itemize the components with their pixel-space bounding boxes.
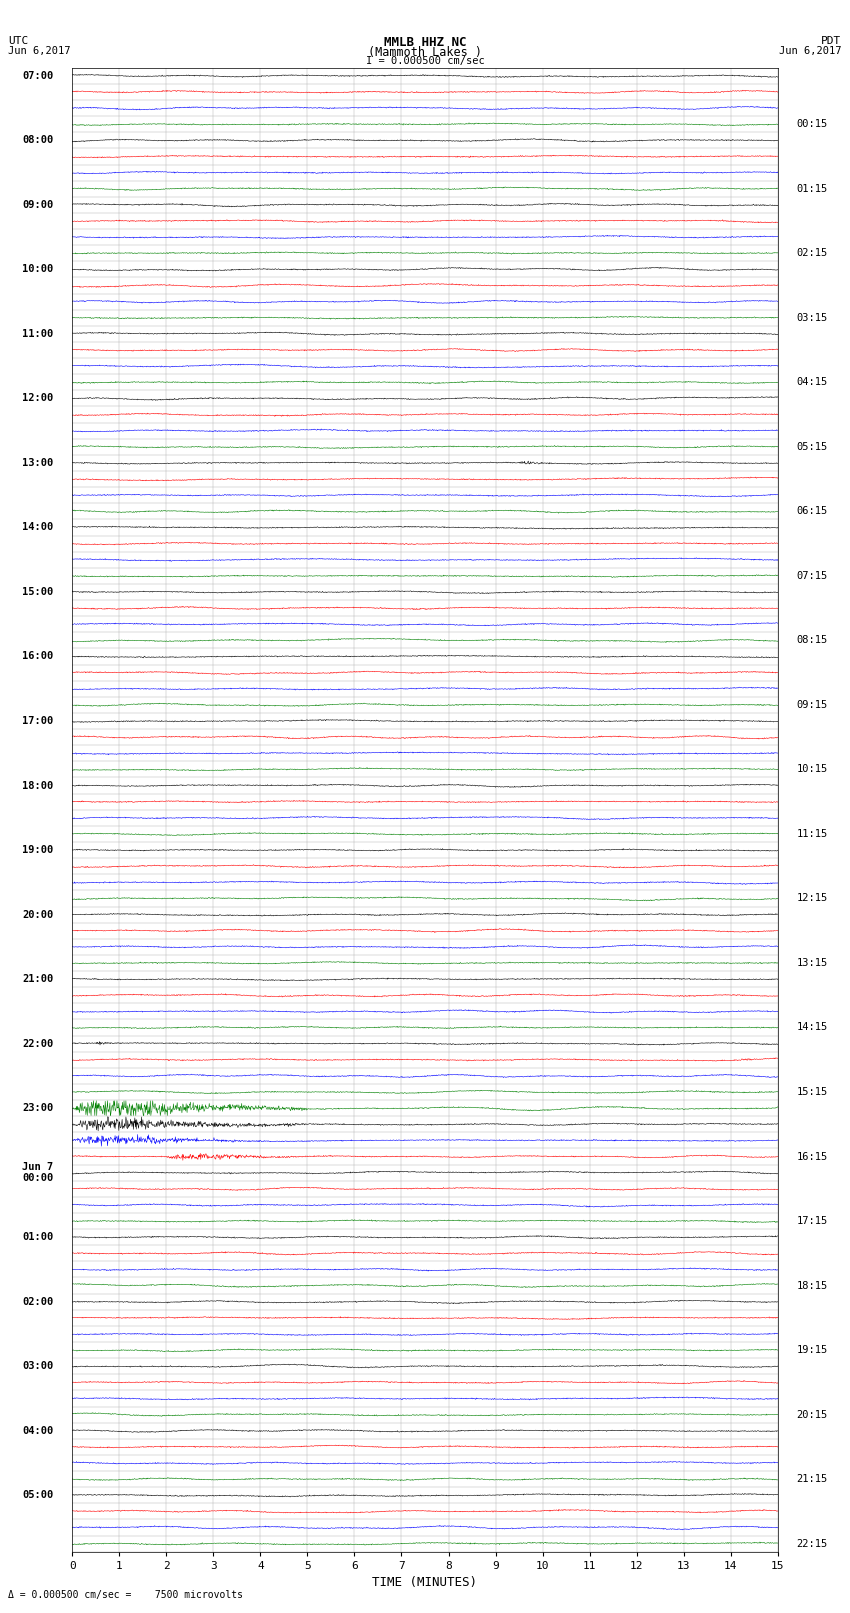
Text: PDT: PDT <box>821 37 842 47</box>
Text: 01:00: 01:00 <box>22 1232 54 1242</box>
Text: 21:00: 21:00 <box>22 974 54 984</box>
X-axis label: TIME (MINUTES): TIME (MINUTES) <box>372 1576 478 1589</box>
Text: 16:15: 16:15 <box>796 1152 828 1161</box>
Text: 21:15: 21:15 <box>796 1474 828 1484</box>
Text: Jun 6,2017: Jun 6,2017 <box>8 45 71 56</box>
Text: 02:15: 02:15 <box>796 248 828 258</box>
Text: 20:15: 20:15 <box>796 1410 828 1419</box>
Text: 10:15: 10:15 <box>796 765 828 774</box>
Text: 17:00: 17:00 <box>22 716 54 726</box>
Text: 23:00: 23:00 <box>22 1103 54 1113</box>
Text: 19:15: 19:15 <box>796 1345 828 1355</box>
Text: Jun 6,2017: Jun 6,2017 <box>779 45 842 56</box>
Text: 22:00: 22:00 <box>22 1039 54 1048</box>
Text: 08:15: 08:15 <box>796 636 828 645</box>
Text: 19:00: 19:00 <box>22 845 54 855</box>
Text: 03:00: 03:00 <box>22 1361 54 1371</box>
Text: 18:15: 18:15 <box>796 1281 828 1290</box>
Text: 20:00: 20:00 <box>22 910 54 919</box>
Text: 12:15: 12:15 <box>796 894 828 903</box>
Text: 16:00: 16:00 <box>22 652 54 661</box>
Text: 08:00: 08:00 <box>22 135 54 145</box>
Text: 10:00: 10:00 <box>22 265 54 274</box>
Text: 18:00: 18:00 <box>22 781 54 790</box>
Text: 14:00: 14:00 <box>22 523 54 532</box>
Text: 07:00: 07:00 <box>22 71 54 81</box>
Text: 05:00: 05:00 <box>22 1490 54 1500</box>
Text: (Mammoth Lakes ): (Mammoth Lakes ) <box>368 45 482 60</box>
Text: MMLB HHZ NC: MMLB HHZ NC <box>383 37 467 50</box>
Text: 11:00: 11:00 <box>22 329 54 339</box>
Text: 04:15: 04:15 <box>796 377 828 387</box>
Text: I = 0.000500 cm/sec: I = 0.000500 cm/sec <box>366 56 484 66</box>
Text: 07:15: 07:15 <box>796 571 828 581</box>
Text: 22:15: 22:15 <box>796 1539 828 1548</box>
Text: 06:15: 06:15 <box>796 506 828 516</box>
Text: 05:15: 05:15 <box>796 442 828 452</box>
Text: 01:15: 01:15 <box>796 184 828 194</box>
Text: 02:00: 02:00 <box>22 1297 54 1307</box>
Text: Jun 7
00:00: Jun 7 00:00 <box>22 1161 54 1184</box>
Text: 17:15: 17:15 <box>796 1216 828 1226</box>
Text: 11:15: 11:15 <box>796 829 828 839</box>
Text: 09:00: 09:00 <box>22 200 54 210</box>
Text: 13:15: 13:15 <box>796 958 828 968</box>
Text: Δ = 0.000500 cm/sec =    7500 microvolts: Δ = 0.000500 cm/sec = 7500 microvolts <box>8 1590 243 1600</box>
Text: 03:15: 03:15 <box>796 313 828 323</box>
Text: 15:15: 15:15 <box>796 1087 828 1097</box>
Text: 00:15: 00:15 <box>796 119 828 129</box>
Text: 12:00: 12:00 <box>22 394 54 403</box>
Text: 09:15: 09:15 <box>796 700 828 710</box>
Text: 15:00: 15:00 <box>22 587 54 597</box>
Text: 13:00: 13:00 <box>22 458 54 468</box>
Text: UTC: UTC <box>8 37 29 47</box>
Text: 04:00: 04:00 <box>22 1426 54 1436</box>
Text: 14:15: 14:15 <box>796 1023 828 1032</box>
